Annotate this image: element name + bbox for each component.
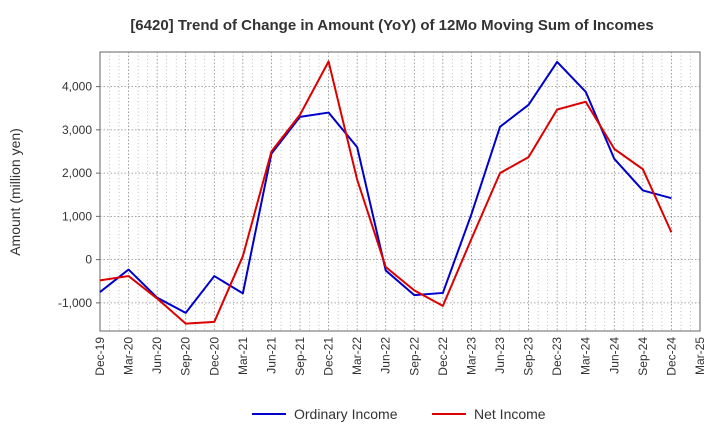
y-tick-label: -1,000 — [58, 296, 92, 310]
y-tick-label: 4,000 — [62, 80, 92, 94]
series-layer — [99, 60, 673, 325]
x-tick-label: Mar-23 — [464, 337, 478, 375]
x-tick-label: Jun-22 — [379, 337, 393, 374]
x-tick-label: Dec-24 — [664, 337, 678, 376]
x-tick-label: Sep-21 — [293, 337, 307, 376]
y-tick-label: 2,000 — [62, 166, 92, 180]
axis-layer: Dec-19 Mar-20 Jun-20 Sep-20 Dec-20 Mar-21 Jun-… — [58, 80, 707, 376]
x-tick-label: Sep-22 — [407, 337, 421, 376]
y-tick-label: 3,000 — [62, 123, 92, 137]
legend: Ordinary Income Net Income — [252, 406, 546, 422]
chart-title: [6420] Trend of Change in Amount (YoY) o… — [130, 17, 653, 34]
x-tick-label: Mar-22 — [350, 337, 364, 375]
x-tick-label: Sep-20 — [179, 337, 193, 376]
plot-area — [99, 51, 701, 332]
x-tick-label: Mar-24 — [579, 337, 593, 375]
legend-label: Ordinary Income — [294, 406, 398, 422]
grid-layer — [99, 51, 701, 332]
x-tick-label: Sep-23 — [522, 337, 536, 376]
series-line — [99, 60, 673, 325]
x-tick-label: Dec-20 — [207, 337, 221, 376]
y-tick-label: 1,000 — [62, 209, 92, 223]
x-tick-label: Sep-24 — [636, 337, 650, 376]
y-axis-label: Amount (million yen) — [7, 128, 23, 256]
x-tick-label: Jun-21 — [264, 337, 278, 374]
x-tick-label: Dec-22 — [436, 337, 450, 376]
x-tick-label: Jun-24 — [607, 337, 621, 374]
x-tick-label: Dec-21 — [322, 337, 336, 376]
x-tick-label: Mar-21 — [236, 337, 250, 375]
legend-label: Net Income — [474, 406, 546, 422]
x-tick-label: Dec-19 — [93, 337, 107, 376]
series-line — [99, 60, 672, 314]
x-tick-label: Jun-23 — [493, 337, 507, 374]
x-tick-label: Mar-20 — [122, 337, 136, 375]
x-tick-label: Dec-23 — [550, 337, 564, 376]
y-tick-label: 0 — [85, 253, 92, 267]
x-tick-label: Mar-25 — [693, 337, 707, 375]
x-tick-label: Jun-20 — [150, 337, 164, 374]
